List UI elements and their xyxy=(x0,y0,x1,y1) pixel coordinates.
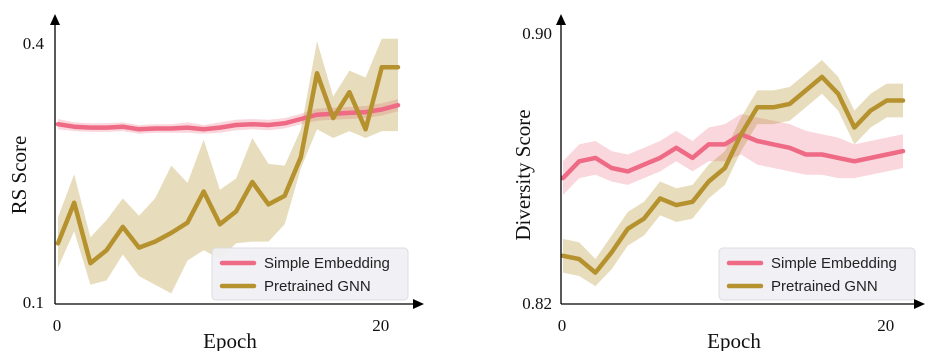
legend: Simple Embedding Pretrained GNN xyxy=(212,248,408,300)
y-tick-label: 0.4 xyxy=(23,34,45,53)
x-axis-arrow-icon xyxy=(413,299,424,309)
y-tick-label: 0.90 xyxy=(522,24,552,43)
x-axis-title: Epoch xyxy=(203,329,257,351)
x-tick-label: 0 xyxy=(53,316,62,335)
y-axis-arrow-icon xyxy=(556,14,566,25)
x-tick-label: 20 xyxy=(372,316,389,335)
legend-label: Pretrained GNN xyxy=(264,278,371,295)
x-axis-arrow-icon xyxy=(914,299,925,309)
y-tick-label: 0.1 xyxy=(23,293,44,312)
diversity-score-chart: 0.82 0.90 0 20 Epoch Diversity Score Simple Em… xyxy=(511,14,925,351)
legend-label: Simple Embedding xyxy=(264,255,390,272)
y-tick-label: 0.82 xyxy=(522,294,552,313)
x-tick-label: 20 xyxy=(877,316,894,335)
y-axis-title: RS Score xyxy=(7,136,31,215)
x-axis-title: Epoch xyxy=(707,329,761,351)
legend: Simple Embedding Pretrained GNN xyxy=(719,248,915,300)
x-tick-label: 0 xyxy=(558,316,567,335)
rs-score-chart: 0.1 0.4 0 20 Epoch RS Score Simple Embedding Pr… xyxy=(7,14,424,351)
legend-label: Pretrained GNN xyxy=(771,278,878,295)
y-axis-title: Diversity Score xyxy=(511,109,535,240)
y-axis-arrow-icon xyxy=(50,14,60,25)
legend-label: Simple Embedding xyxy=(771,255,897,272)
